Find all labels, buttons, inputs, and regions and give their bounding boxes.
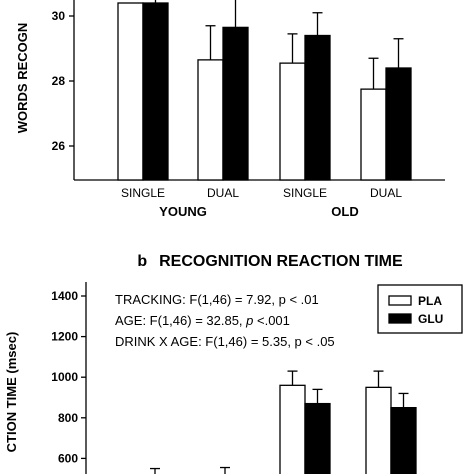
panel-b-y-axis-label: CTION TIME (msec) <box>4 332 19 453</box>
panel-b-legend: PLA GLU <box>377 284 463 334</box>
bar-pla-1 <box>197 59 224 181</box>
bar-pla-3 <box>360 88 387 181</box>
panel-a-group-labels: YOUNG OLD <box>159 204 359 219</box>
y-tick-label: 1400 <box>51 289 78 303</box>
legend-label-glu: GLU <box>418 312 443 326</box>
bar-glu-0 <box>142 2 169 181</box>
x-tick-label: SINGLE <box>283 186 327 200</box>
bar-pla-2 <box>279 62 306 181</box>
panel-b-y-ticks: 600 800 1000 1200 1400 <box>51 289 86 465</box>
annotation-drink-x-age: DRINK X AGE: F(1,46) = 5.35, p < .05 <box>115 334 335 349</box>
panel-a: WORDS RECOGN 26 28 30 SINGLE DUAL SINGLE DUAL… <box>15 0 445 219</box>
legend-swatch-pla <box>388 295 412 306</box>
panel-a-y-axis-label: WORDS RECOGN <box>15 23 30 134</box>
panel-b-annotations: TRACKING: F(1,46) = 7.92, p < .01 AGE: F… <box>115 292 335 349</box>
group-label: YOUNG <box>159 204 207 219</box>
panel-b-title-text: RECOGNITION REACTION TIME <box>159 253 403 270</box>
y-tick-label: 26 <box>52 139 66 153</box>
legend-swatch-glu <box>388 313 412 324</box>
y-tick-label: 800 <box>58 411 78 425</box>
bar-glu-2 <box>304 34 331 181</box>
x-tick-label: DUAL <box>207 186 239 200</box>
panel-a-bars <box>117 0 412 181</box>
panel-b-label: b <box>137 253 147 270</box>
bar-pla-2 <box>279 384 306 474</box>
bar-glu-3 <box>390 406 417 474</box>
panel-a-x-tick-labels: SINGLE DUAL SINGLE DUAL <box>121 186 402 200</box>
panel-b: b RECOGNITION REACTION TIME CTION TIME (m… <box>4 253 463 474</box>
panel-b-bars <box>150 370 417 474</box>
group-label: OLD <box>331 204 358 219</box>
y-tick-label: 28 <box>52 74 66 88</box>
bar-pla-3 <box>365 386 392 474</box>
y-tick-label: 600 <box>58 451 78 465</box>
bar-glu-2 <box>304 402 331 474</box>
y-tick-label: 1200 <box>51 330 78 344</box>
bar-glu-3 <box>385 67 412 181</box>
bar-glu-1 <box>222 26 249 181</box>
x-tick-label: SINGLE <box>121 186 165 200</box>
legend-label-pla: PLA <box>418 294 442 308</box>
legend-box <box>377 284 463 334</box>
annotation-age: AGE: F(1,46) = 32.85, p <.001 <box>115 313 290 328</box>
panel-a-y-ticks: 26 28 30 <box>52 9 74 153</box>
y-tick-label: 1000 <box>51 370 78 384</box>
x-tick-label: DUAL <box>370 186 402 200</box>
annotation-tracking: TRACKING: F(1,46) = 7.92, p < .01 <box>115 292 319 307</box>
bar-pla-0 <box>117 2 144 181</box>
panel-b-title: b RECOGNITION REACTION TIME <box>137 253 403 270</box>
y-tick-label: 30 <box>52 9 66 23</box>
